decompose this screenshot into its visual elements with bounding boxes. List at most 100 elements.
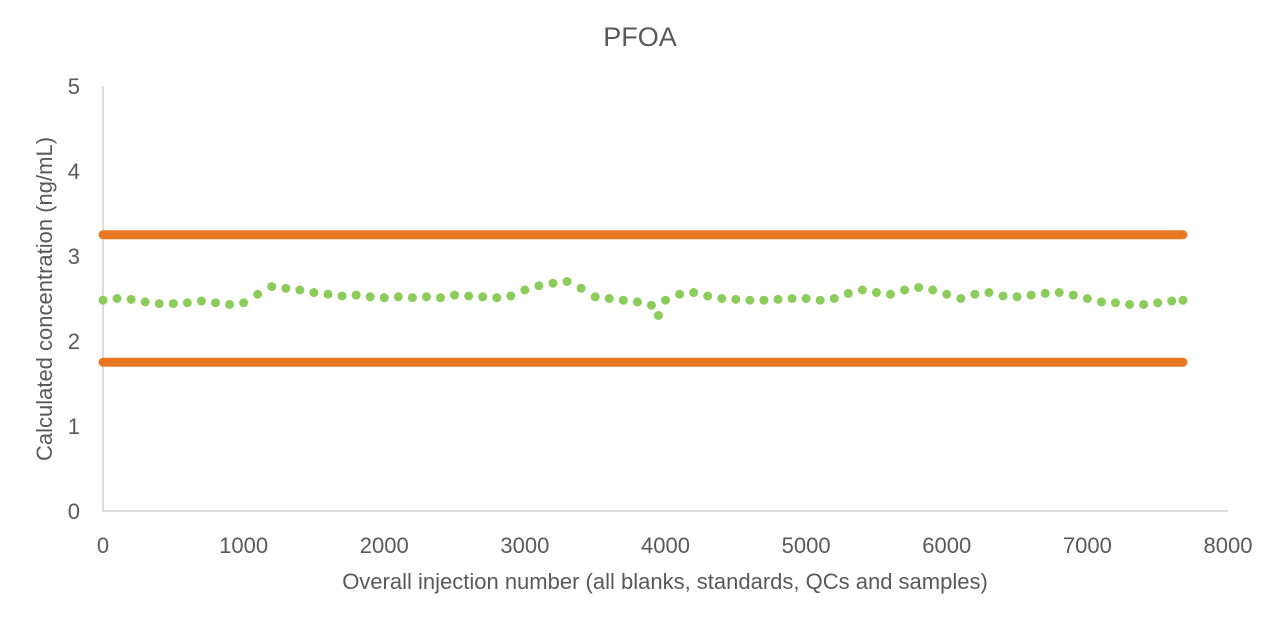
data-point	[168, 299, 178, 309]
data-point	[970, 289, 980, 299]
data-point	[689, 288, 699, 298]
data-point	[618, 295, 628, 305]
data-point	[323, 289, 333, 299]
data-point	[421, 292, 431, 302]
x-tick-label: 6000	[922, 533, 971, 558]
data-point	[914, 282, 924, 292]
data-point	[857, 285, 867, 295]
data-point	[731, 294, 741, 304]
y-axis-title: Calculated concentration (ng/mL)	[32, 137, 57, 461]
data-point	[998, 291, 1008, 301]
data-point	[112, 294, 122, 303]
data-point	[787, 294, 797, 303]
data-point	[1167, 296, 1177, 306]
data-point	[1178, 295, 1188, 305]
data-point	[534, 281, 544, 291]
data-point	[829, 294, 839, 303]
data-point	[548, 278, 558, 288]
data-point	[886, 289, 895, 299]
data-point	[717, 294, 727, 303]
data-point	[562, 277, 572, 286]
data-point	[506, 291, 516, 301]
data-point	[379, 293, 389, 303]
data-point	[984, 288, 994, 298]
data-point	[126, 294, 136, 304]
data-point	[653, 311, 663, 320]
data-point	[661, 295, 670, 305]
chart-title: PFOA	[603, 22, 677, 52]
data-point	[773, 294, 783, 304]
data-point	[576, 283, 586, 293]
y-tick-label: 5	[68, 74, 80, 99]
data-point	[295, 285, 305, 295]
data-point	[759, 295, 769, 305]
data-point	[365, 292, 375, 302]
data-point	[1026, 290, 1036, 300]
data-point	[182, 298, 192, 308]
data-point	[1096, 297, 1106, 307]
data-point	[1054, 288, 1064, 298]
data-point	[590, 292, 600, 302]
data-point	[632, 297, 642, 307]
data-point	[1153, 298, 1163, 308]
data-point	[253, 289, 263, 299]
data-point	[267, 282, 277, 292]
x-tick-label: 4000	[641, 533, 690, 558]
data-point	[225, 299, 235, 309]
data-point	[646, 300, 656, 310]
x-tick-label: 2000	[360, 533, 409, 558]
y-tick-label: 2	[68, 329, 80, 354]
data-point	[520, 285, 530, 295]
data-point	[871, 288, 881, 298]
data-point	[351, 290, 361, 300]
plot-area: 0 1000 2000 3000 4000 5000 6000 7000 8000 0 1 2 3 4 5	[68, 74, 1253, 558]
data-point	[745, 295, 755, 305]
data-point	[492, 293, 502, 303]
data-point	[393, 292, 403, 302]
data-point	[1012, 292, 1022, 302]
data-point	[956, 294, 966, 303]
y-tick-label: 1	[68, 414, 80, 439]
x-tick-label: 1000	[219, 533, 268, 558]
data-point	[1111, 298, 1120, 308]
data-point	[1125, 299, 1135, 309]
data-point	[801, 294, 811, 303]
data-point	[900, 285, 910, 295]
data-point	[196, 296, 206, 306]
data-point	[1040, 288, 1050, 298]
data-point	[703, 291, 713, 301]
data-point	[436, 293, 445, 303]
x-tick-label: 0	[97, 533, 109, 558]
data-point	[675, 289, 685, 299]
data-point	[464, 291, 474, 301]
data-point	[942, 289, 952, 299]
data-point	[815, 295, 825, 305]
data-point	[843, 288, 853, 298]
y-tick-label: 4	[68, 159, 80, 184]
data-point	[604, 294, 614, 303]
data-point	[309, 288, 319, 298]
x-tick-label: 7000	[1063, 533, 1112, 558]
data-point	[98, 295, 108, 305]
data-point	[1139, 299, 1149, 309]
data-point	[928, 285, 938, 295]
y-tick-label: 0	[68, 499, 80, 524]
data-point	[1082, 294, 1092, 303]
x-tick-label: 3000	[500, 533, 549, 558]
data-point	[281, 283, 291, 293]
data-point	[154, 299, 164, 309]
y-tick-label: 3	[68, 244, 80, 269]
data-point	[450, 290, 460, 300]
x-axis-title: Overall injection number (all blanks, st…	[342, 569, 988, 594]
data-point	[140, 297, 150, 307]
data-point	[211, 298, 220, 308]
data-point	[337, 291, 347, 301]
x-tick-label: 8000	[1204, 533, 1253, 558]
x-tick-label: 5000	[782, 533, 831, 558]
data-point	[1068, 290, 1078, 300]
data-point	[407, 293, 417, 303]
data-point	[239, 298, 249, 308]
data-point	[478, 292, 488, 302]
